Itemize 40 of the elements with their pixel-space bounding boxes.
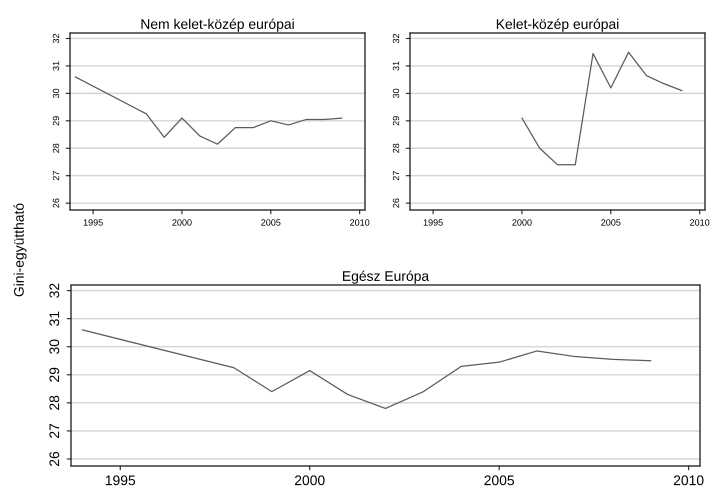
y-tick-label: 31 [49,312,60,326]
chart-title: Nem kelet-közép európai [141,18,294,32]
chart-title: Egész Európa [343,270,430,284]
y-tick-label: 32 [392,34,400,44]
y-tick-label: 31 [392,61,400,71]
y-axis-title: Gini-együttható [13,203,27,296]
x-tick-label: 2010 [674,475,704,486]
y-tick-label: 28 [52,144,60,153]
x-tick-label: 2005 [261,219,280,226]
line-series [74,76,343,145]
y-tick-label: 28 [49,396,60,410]
y-tick-label: 29 [392,116,400,126]
x-tick-label: 2005 [484,475,514,486]
x-tick-label: 2000 [512,219,532,226]
y-tick-label: 27 [392,171,400,180]
x-tick-label: 1995 [424,219,443,226]
y-tick-label: 30 [392,88,400,98]
x-tick-label: 2000 [294,475,325,486]
y-tick-label: 27 [52,171,60,180]
y-tick-label: 26 [52,198,60,208]
y-tick-label: 32 [49,284,60,298]
y-tick-label: 27 [49,424,60,438]
x-tick-label: 1995 [106,475,136,486]
x-tick-label: 2005 [601,219,620,226]
y-tick-label: 30 [52,88,60,98]
line-series [82,329,652,410]
y-tick-label: 28 [392,144,400,153]
chart-title: Kelet-közép európai [496,18,618,32]
y-tick-label: 31 [52,61,60,71]
line-series [521,52,683,166]
x-tick-label: 1995 [84,219,103,226]
y-tick-label: 26 [49,452,60,466]
x-tick-label: 2010 [690,219,710,226]
y-tick-label: 32 [52,34,60,44]
y-tick-label: 30 [49,340,60,354]
y-tick-label: 26 [392,198,400,208]
y-tick-label: 29 [52,116,60,126]
x-tick-label: 2000 [172,219,192,226]
y-tick-label: 29 [49,368,60,382]
x-tick-label: 2010 [350,219,370,226]
